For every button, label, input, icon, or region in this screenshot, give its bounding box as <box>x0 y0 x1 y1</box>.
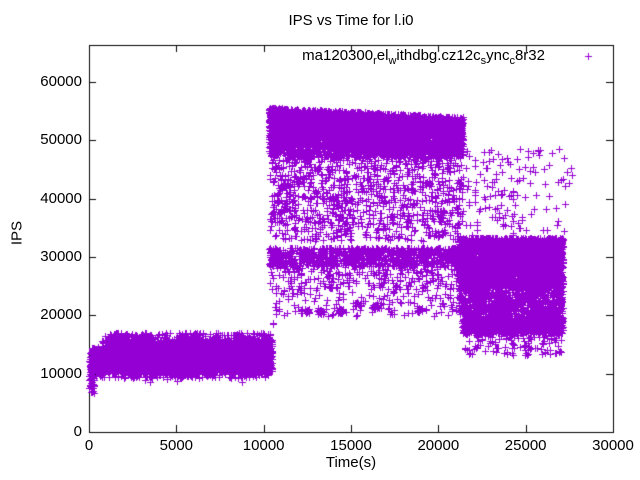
chart-title: IPS vs Time for l.i0 <box>288 12 414 29</box>
legend-label-text: ync <box>486 47 510 64</box>
legend-label-subscript: s <box>480 55 487 67</box>
legend-series-label: ma120300relwithdbg.cz12csyncc8r32 <box>302 47 545 67</box>
legend-label-subscript: w <box>388 55 397 67</box>
legend-label-subscript: r <box>373 55 377 67</box>
legend-label-text: el <box>376 47 389 64</box>
legend-label-text: ithdbg.cz12c <box>396 47 481 64</box>
legend: ma120300relwithdbg.cz12csyncc8r32 <box>302 47 545 67</box>
y-axis-title: IPS <box>8 220 26 246</box>
x-axis-title: Time(s) <box>325 454 377 471</box>
legend-label-subscript: c <box>509 55 515 67</box>
legend-label-text: ma120300 <box>302 47 374 64</box>
legend-label-text: 8r32 <box>514 47 545 64</box>
